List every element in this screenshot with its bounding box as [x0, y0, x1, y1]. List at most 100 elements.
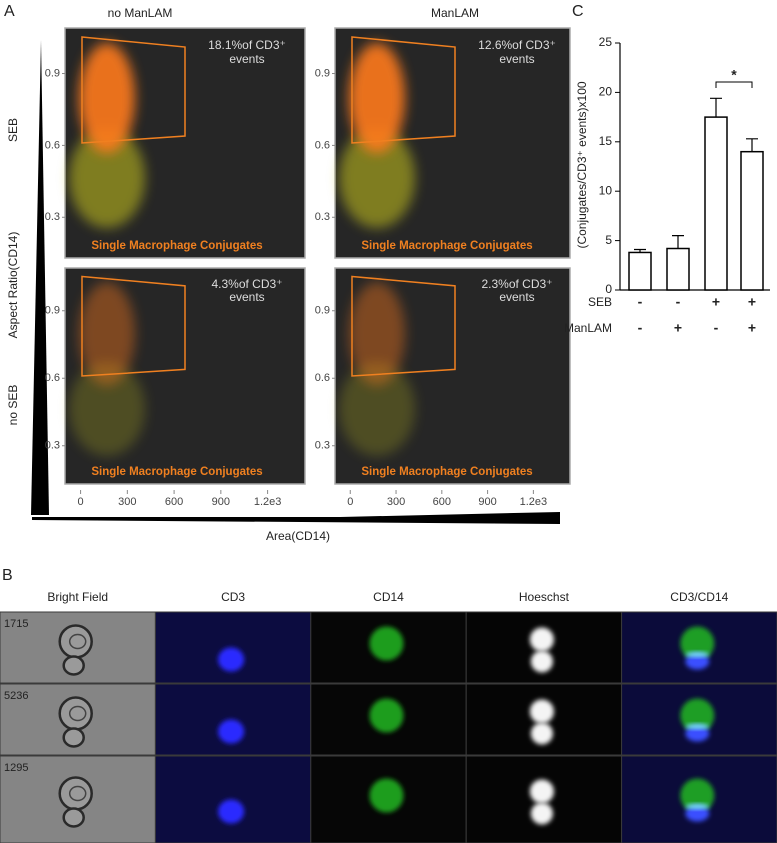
- condition-name: SEB: [588, 295, 612, 309]
- error-bar: [634, 248, 646, 253]
- gate-label: Single Macrophage Conjugates: [361, 466, 532, 478]
- condition-sign: -: [638, 320, 643, 336]
- event-cloud: [349, 43, 405, 153]
- condition-sign: +: [712, 294, 720, 310]
- column-title: Bright Field: [47, 590, 108, 604]
- event-cloud: [349, 282, 405, 386]
- gate-percentage: 2.3%of CD3⁺: [481, 277, 552, 291]
- y-tick-label: 0.9: [315, 67, 330, 79]
- y-tick-label: 0.6: [45, 372, 60, 384]
- cd3-signal: [685, 805, 710, 822]
- nucleus: [529, 627, 554, 652]
- y-tick-label: 15: [599, 134, 613, 148]
- nucleus: [529, 779, 554, 804]
- y-tick-label: 0.3: [315, 440, 330, 452]
- cell-outline: [62, 655, 85, 676]
- event-cloud: [339, 128, 415, 228]
- cd3-signal: [685, 725, 710, 742]
- x-tick-label: 900: [478, 496, 496, 508]
- y-tick-label: 0: [605, 282, 612, 296]
- condition-sign: +: [748, 320, 756, 336]
- event-id: 1295: [4, 762, 28, 774]
- column-title: ManLAM: [431, 6, 479, 20]
- error-bar: [746, 138, 758, 152]
- y-tick-label: 0.9: [315, 305, 330, 317]
- row-label: no SEB: [6, 385, 20, 426]
- column-title: CD3/CD14: [670, 590, 728, 604]
- x-tick-label: 900: [212, 496, 230, 508]
- gate-percentage: events: [499, 290, 534, 304]
- cell-outline: [58, 696, 93, 731]
- gate-percentage: events: [499, 52, 534, 66]
- y-tick-label: 0.9: [45, 67, 60, 79]
- condition-sign: -: [714, 320, 719, 336]
- nucleus: [530, 802, 553, 825]
- cell-texture: [68, 705, 87, 722]
- gate-percentage: events: [229, 290, 264, 304]
- event-cloud: [339, 361, 415, 456]
- gate: [351, 36, 456, 144]
- y-axis-label: Aspect Ratio(CD14): [6, 232, 20, 339]
- x-tick-label: 0: [78, 496, 84, 508]
- significance: *: [731, 67, 737, 83]
- y-tick-label: 0.6: [45, 139, 60, 151]
- condition-sign: +: [674, 320, 682, 336]
- event-cloud: [79, 282, 135, 386]
- image-cell: [154, 755, 312, 843]
- x-tick-label: 0: [347, 496, 353, 508]
- cd14-signal: [369, 698, 404, 733]
- y-tick-label: 5: [605, 233, 612, 247]
- column-title: no ManLAM: [108, 6, 173, 20]
- column-title: CD14: [373, 590, 404, 604]
- gate-percentage: 12.6%of CD3⁺: [478, 38, 556, 52]
- synapse: [685, 804, 710, 809]
- condition-sign: +: [748, 294, 756, 310]
- x-tick-label: 600: [433, 496, 451, 508]
- cd14-signal: [369, 626, 404, 661]
- cell-outline: [62, 807, 85, 828]
- image-cell: [154, 683, 312, 756]
- nucleus: [530, 722, 553, 745]
- y-tick-label: 0.6: [315, 372, 330, 384]
- bar: [704, 116, 728, 291]
- error-bar: [672, 235, 684, 249]
- synapse: [685, 652, 710, 657]
- cell-texture: [68, 633, 87, 650]
- panel-letter: A: [4, 3, 15, 20]
- condition-sign: -: [676, 294, 681, 310]
- cd14-signal: [369, 778, 404, 813]
- cell-outline: [58, 776, 93, 811]
- condition-sign: -: [638, 294, 643, 310]
- gate-label: Single Macrophage Conjugates: [91, 466, 262, 478]
- cd3-signal: [218, 719, 245, 744]
- x-arrow: [32, 512, 560, 524]
- y-tick-label: 0.3: [45, 440, 60, 452]
- bar: [666, 247, 690, 291]
- x-tick-label: 300: [387, 496, 405, 508]
- gate: [81, 36, 186, 144]
- cell-outline: [58, 624, 93, 659]
- gate-percentage: 18.1%of CD3⁺: [208, 38, 286, 52]
- column-title: Hoeschst: [519, 590, 570, 604]
- cell-texture: [68, 785, 87, 802]
- y-tick-label: 0.3: [315, 211, 330, 223]
- panel-letter: B: [2, 567, 13, 584]
- cd14-signal: [680, 626, 715, 661]
- y-arrow: [31, 40, 49, 515]
- error-bar: [710, 97, 722, 118]
- y-tick-label: 10: [599, 183, 613, 197]
- event-cloud: [69, 361, 145, 456]
- y-tick-label: 0.6: [315, 139, 330, 151]
- gate: [81, 275, 186, 377]
- x-axis-label: Area(CD14): [266, 529, 330, 543]
- significance-bracket: [715, 81, 753, 88]
- gate-label: Single Macrophage Conjugates: [91, 240, 262, 252]
- cd3-signal: [685, 653, 710, 670]
- event-cloud: [69, 128, 145, 228]
- event-id: 5236: [4, 690, 28, 702]
- row-label: SEB: [6, 118, 20, 142]
- gate: [351, 275, 456, 377]
- x-tick-label: 1.2e3: [254, 496, 282, 508]
- x-tick-label: 300: [118, 496, 136, 508]
